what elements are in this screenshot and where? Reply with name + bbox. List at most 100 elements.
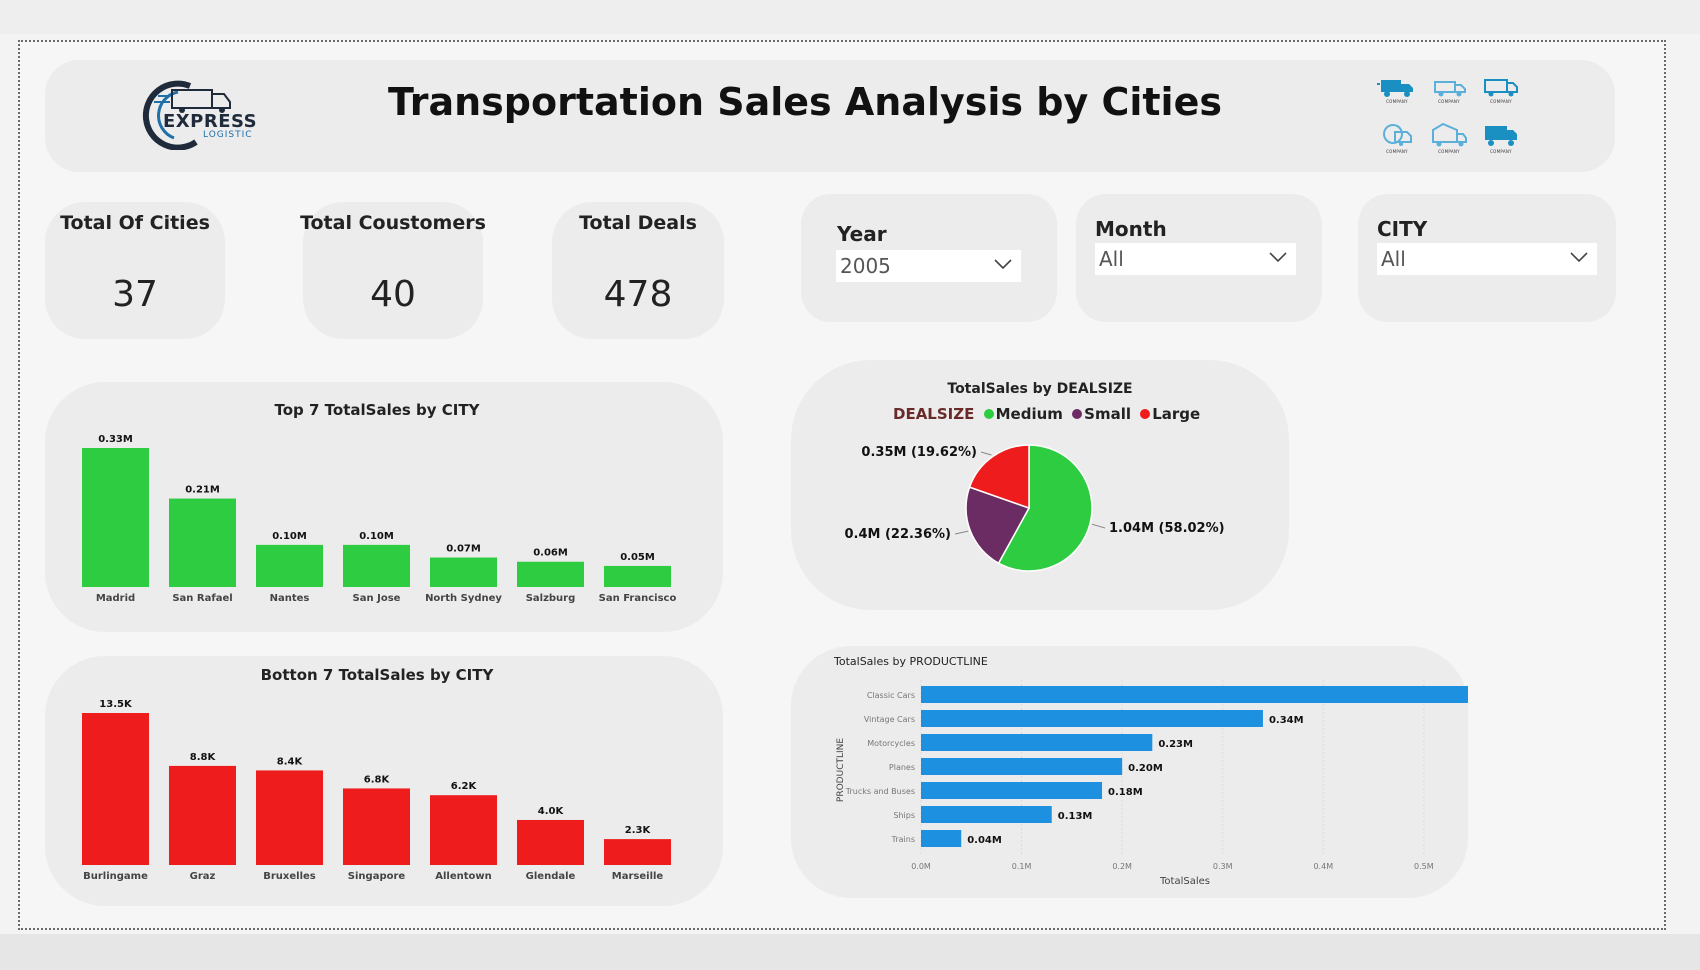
bottom7-category-label-1: Graz <box>190 871 216 882</box>
top7-category-label-3: San Jose <box>353 593 401 604</box>
top7-bar-5[interactable] <box>517 561 584 587</box>
top7-bar-3[interactable] <box>343 544 410 587</box>
year-dropdown[interactable]: 2005 <box>836 250 1021 282</box>
bottom7-bar-2[interactable] <box>256 770 323 865</box>
top7-bar-6[interactable] <box>604 565 671 587</box>
kpi-value-customers: 40 <box>370 274 416 315</box>
top7-value-label-1: 0.21M <box>185 485 220 496</box>
fast-truck-icon: COMPANY <box>1372 76 1422 116</box>
pie-label-small: 0.4M (22.36%) <box>844 527 951 542</box>
bottom7-category-label-6: Marseille <box>612 871 664 882</box>
legend-item-small: Small <box>1084 405 1131 423</box>
top7-chart-title: Top 7 TotalSales by CITY <box>274 401 480 419</box>
cargo-truck-icon: COMPANY <box>1476 122 1526 162</box>
top7-category-label-6: San Francisco <box>599 593 677 604</box>
top7-bar-2[interactable] <box>256 544 323 587</box>
pl-category-label-2: Motorcycles <box>867 739 915 748</box>
pl-bar-1[interactable] <box>921 710 1263 727</box>
pie-slice-medium[interactable] <box>997 444 1093 572</box>
bottom7-bar-5[interactable] <box>517 819 584 865</box>
package-truck-icon: COMPANY <box>1424 122 1474 162</box>
pl-value-label-1: 0.34M <box>1269 715 1304 726</box>
bottom7-value-label-1: 8.8K <box>190 752 217 763</box>
pl-category-label-4: Trucks and Buses <box>845 787 915 796</box>
bottom7-bar-1[interactable] <box>169 765 236 865</box>
top7-bar-1[interactable] <box>169 498 236 587</box>
pie-leader-line-2 <box>980 451 992 456</box>
pie-leader-line-1 <box>954 530 969 535</box>
pl-bar-2[interactable] <box>921 734 1153 751</box>
top7-bar-0[interactable] <box>82 448 149 587</box>
legend-item-medium: Medium <box>995 405 1063 423</box>
hand-delivery-icon: COMPANY <box>1372 122 1422 162</box>
pl-bar-0[interactable] <box>921 686 1468 703</box>
bottom7-value-label-3: 6.8K <box>364 774 391 785</box>
pie-label-medium: 1.04M (58.02%) <box>1109 521 1225 536</box>
top7-bar-4[interactable] <box>430 557 497 587</box>
top7-category-label-2: Nantes <box>270 593 310 604</box>
top7-value-label-4: 0.07M <box>446 544 481 555</box>
pl-bar-3[interactable] <box>921 758 1123 775</box>
kpi-value-cities: 37 <box>112 274 158 315</box>
company-icon-label: COMPANY <box>1490 99 1512 104</box>
page-title: Transportation Sales Analysis by Cities <box>388 80 1222 124</box>
pl-value-label-3: 0.20M <box>1128 763 1163 774</box>
pl-xtick-1: 0.1M <box>1012 862 1032 871</box>
bottom7-category-label-3: Singapore <box>348 871 406 882</box>
bottom7-category-label-5: Glendale <box>526 871 576 882</box>
top7-value-label-0: 0.33M <box>98 434 133 445</box>
bottom7-bar-4[interactable] <box>430 795 497 865</box>
bottom7-chart-title: Botton 7 TotalSales by CITY <box>260 666 494 684</box>
top7-value-label-2: 0.10M <box>272 531 307 542</box>
company-icon-label: COMPANY <box>1386 99 1408 104</box>
logo-text-logistic: LOGISTIC <box>203 130 253 140</box>
chevron-down-icon <box>1269 252 1287 263</box>
month-dropdown[interactable]: All <box>1095 243 1296 275</box>
header-card <box>45 60 1615 172</box>
pie-leader-line-0 <box>1091 523 1106 529</box>
top7-bar-chart: 0.33M Madrid 0.21M San Rafael 0.10M Nantes 0.1… <box>82 434 677 604</box>
pie-slice-large[interactable] <box>968 444 1030 510</box>
pl-category-label-0: Classic Cars <box>867 691 915 700</box>
pl-xtick-3: 0.3M <box>1213 862 1233 871</box>
pl-xtick-0: 0.0M <box>911 862 931 871</box>
bottom7-value-label-0: 13.5K <box>99 699 133 710</box>
pl-bar-4[interactable] <box>921 782 1103 799</box>
bottom7-bar-3[interactable] <box>343 788 410 865</box>
bottom7-bar-6[interactable] <box>604 839 671 865</box>
kpi-label-cities: Total Of Cities <box>60 212 210 234</box>
legend-item-large: Large <box>1152 405 1201 423</box>
pie-slice-small[interactable] <box>965 486 1031 565</box>
productline-chart-title: TotalSales by PRODUCTLINE <box>834 655 988 668</box>
productline-bar-chart: 0.0M0.1M0.2M0.3M0.4M0.5M0.6M0.7MClassic … <box>836 680 1468 887</box>
month-slicer-label: Month <box>1095 217 1167 241</box>
bottom7-bar-0[interactable] <box>82 713 149 865</box>
pl-bar-5[interactable] <box>921 806 1052 823</box>
pl-category-label-5: Ships <box>893 811 915 820</box>
legend-dot-large <box>1140 409 1151 419</box>
bottom7-value-label-5: 4.0K <box>538 806 565 817</box>
pl-value-label-2: 0.23M <box>1158 739 1193 750</box>
pl-x-axis-title: TotalSales <box>1159 876 1210 887</box>
pl-xtick-4: 0.4M <box>1313 862 1333 871</box>
kpi-value-deals: 478 <box>603 274 673 315</box>
chevron-down-icon <box>994 259 1012 270</box>
city-dropdown-value: All <box>1381 247 1406 271</box>
city-dropdown[interactable]: All <box>1377 243 1597 275</box>
pie-label-large: 0.35M (19.62%) <box>861 445 977 460</box>
top7-category-label-5: Salzburg <box>526 593 576 604</box>
legend-dot-small <box>1072 409 1083 419</box>
pl-xtick-5: 0.5M <box>1414 862 1434 871</box>
pl-bar-6[interactable] <box>921 830 962 847</box>
pl-category-label-3: Planes <box>889 763 915 772</box>
year-slicer-label: Year <box>837 222 887 246</box>
kpi-label-customers: Total Coustomers <box>300 212 486 234</box>
pl-category-label-6: Trains <box>891 835 915 844</box>
pl-value-label-5: 0.13M <box>1058 811 1093 822</box>
bottom7-value-label-6: 2.3K <box>625 825 652 836</box>
top-bar <box>0 0 1700 34</box>
company-icon-label: COMPANY <box>1490 149 1512 154</box>
top7-value-label-3: 0.10M <box>359 531 394 542</box>
kpi-label-deals: Total Deals <box>579 212 697 234</box>
pl-xtick-2: 0.2M <box>1112 862 1132 871</box>
